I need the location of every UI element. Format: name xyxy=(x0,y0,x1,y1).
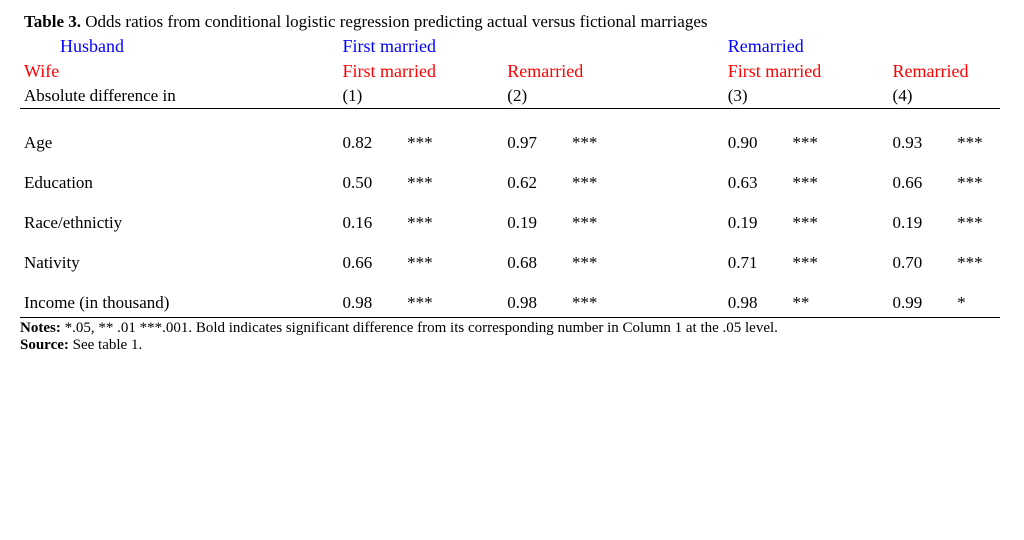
value-cell: 0.98 xyxy=(338,283,403,318)
significance-cell: *** xyxy=(568,163,615,203)
husband-group-1: First married xyxy=(338,34,614,59)
table-number: Table 3. xyxy=(24,12,81,31)
table-row: Age0.82***0.97***0.90***0.93*** xyxy=(20,123,1000,163)
significance-cell: *** xyxy=(788,203,835,243)
value-cell: 0.19 xyxy=(503,203,568,243)
spacer-row xyxy=(20,109,1000,124)
col-num-3: (3) xyxy=(724,84,835,109)
wife-group-4: Remarried xyxy=(889,59,1000,84)
wife-header-row: Wife First married Remarried First marri… xyxy=(20,59,1000,84)
significance-cell: *** xyxy=(568,123,615,163)
value-cell: 0.71 xyxy=(724,243,789,283)
significance-cell: *** xyxy=(403,163,450,203)
value-cell: 0.63 xyxy=(724,163,789,203)
significance-cell: *** xyxy=(953,243,1000,283)
wife-group-3: First married xyxy=(724,59,835,84)
significance-cell: *** xyxy=(403,203,450,243)
column-number-row: Absolute difference in (1) (2) (3) (4) xyxy=(20,84,1000,109)
table-row: Race/ethnictiy0.16***0.19***0.19***0.19*… xyxy=(20,203,1000,243)
notes-line: Notes: *.05, ** .01 ***.001. Bold indica… xyxy=(20,320,1000,337)
table-title-row: Table 3. Odds ratios from conditional lo… xyxy=(20,10,1000,34)
col-num-4: (4) xyxy=(889,84,1000,109)
significance-cell: *** xyxy=(568,243,615,283)
value-cell: 0.19 xyxy=(724,203,789,243)
value-cell: 0.82 xyxy=(338,123,403,163)
row-label: Race/ethnictiy xyxy=(20,203,285,243)
notes-text: *.05, ** .01 ***.001. Bold indicates sig… xyxy=(61,320,778,336)
significance-cell: ** xyxy=(788,283,835,318)
significance-cell: *** xyxy=(953,163,1000,203)
row-label: Education xyxy=(20,163,285,203)
row-label: Age xyxy=(20,123,285,163)
table-title-text: Odds ratios from conditional logistic re… xyxy=(81,12,707,31)
source-label: Source: xyxy=(20,337,69,353)
table-title: Table 3. Odds ratios from conditional lo… xyxy=(20,10,1000,34)
table-footnotes: Notes: *.05, ** .01 ***.001. Bold indica… xyxy=(20,320,1000,354)
col-num-1: (1) xyxy=(338,84,449,109)
significance-cell: *** xyxy=(953,203,1000,243)
significance-cell: *** xyxy=(568,283,615,318)
significance-cell: *** xyxy=(568,203,615,243)
significance-cell: *** xyxy=(403,283,450,318)
significance-cell: *** xyxy=(788,243,835,283)
significance-cell: *** xyxy=(788,163,835,203)
odds-ratio-table: Table 3. Odds ratios from conditional lo… xyxy=(20,10,1000,318)
row-label: Income (in thousand) xyxy=(20,283,285,318)
value-cell: 0.97 xyxy=(503,123,568,163)
notes-label: Notes: xyxy=(20,320,61,336)
significance-cell: *** xyxy=(788,123,835,163)
table-row: Income (in thousand)0.98***0.98***0.98**… xyxy=(20,283,1000,318)
significance-cell: *** xyxy=(403,243,450,283)
wife-label: Wife xyxy=(20,59,285,84)
husband-header-row: Husband First married Remarried xyxy=(20,34,1000,59)
value-cell: 0.62 xyxy=(503,163,568,203)
value-cell: 0.16 xyxy=(338,203,403,243)
value-cell: 0.68 xyxy=(503,243,568,283)
source-line: Source: See table 1. xyxy=(20,337,1000,354)
value-cell: 0.19 xyxy=(889,203,954,243)
value-cell: 0.98 xyxy=(503,283,568,318)
abs-diff-label: Absolute difference in xyxy=(20,84,285,109)
row-label: Nativity xyxy=(20,243,285,283)
value-cell: 0.66 xyxy=(889,163,954,203)
value-cell: 0.99 xyxy=(889,283,954,318)
husband-label: Husband xyxy=(20,34,285,59)
value-cell: 0.70 xyxy=(889,243,954,283)
source-text: See table 1. xyxy=(69,337,142,353)
table-body: Age0.82***0.97***0.90***0.93***Education… xyxy=(20,123,1000,318)
table-row: Education0.50***0.62***0.63***0.66*** xyxy=(20,163,1000,203)
col-num-2: (2) xyxy=(503,84,614,109)
value-cell: 0.90 xyxy=(724,123,789,163)
table-row: Nativity0.66***0.68***0.71***0.70*** xyxy=(20,243,1000,283)
significance-cell: *** xyxy=(403,123,450,163)
significance-cell: * xyxy=(953,283,1000,318)
wife-group-1: First married xyxy=(338,59,449,84)
significance-cell: *** xyxy=(953,123,1000,163)
husband-group-2: Remarried xyxy=(724,34,1000,59)
value-cell: 0.66 xyxy=(338,243,403,283)
value-cell: 0.93 xyxy=(889,123,954,163)
wife-group-2: Remarried xyxy=(503,59,614,84)
value-cell: 0.98 xyxy=(724,283,789,318)
value-cell: 0.50 xyxy=(338,163,403,203)
